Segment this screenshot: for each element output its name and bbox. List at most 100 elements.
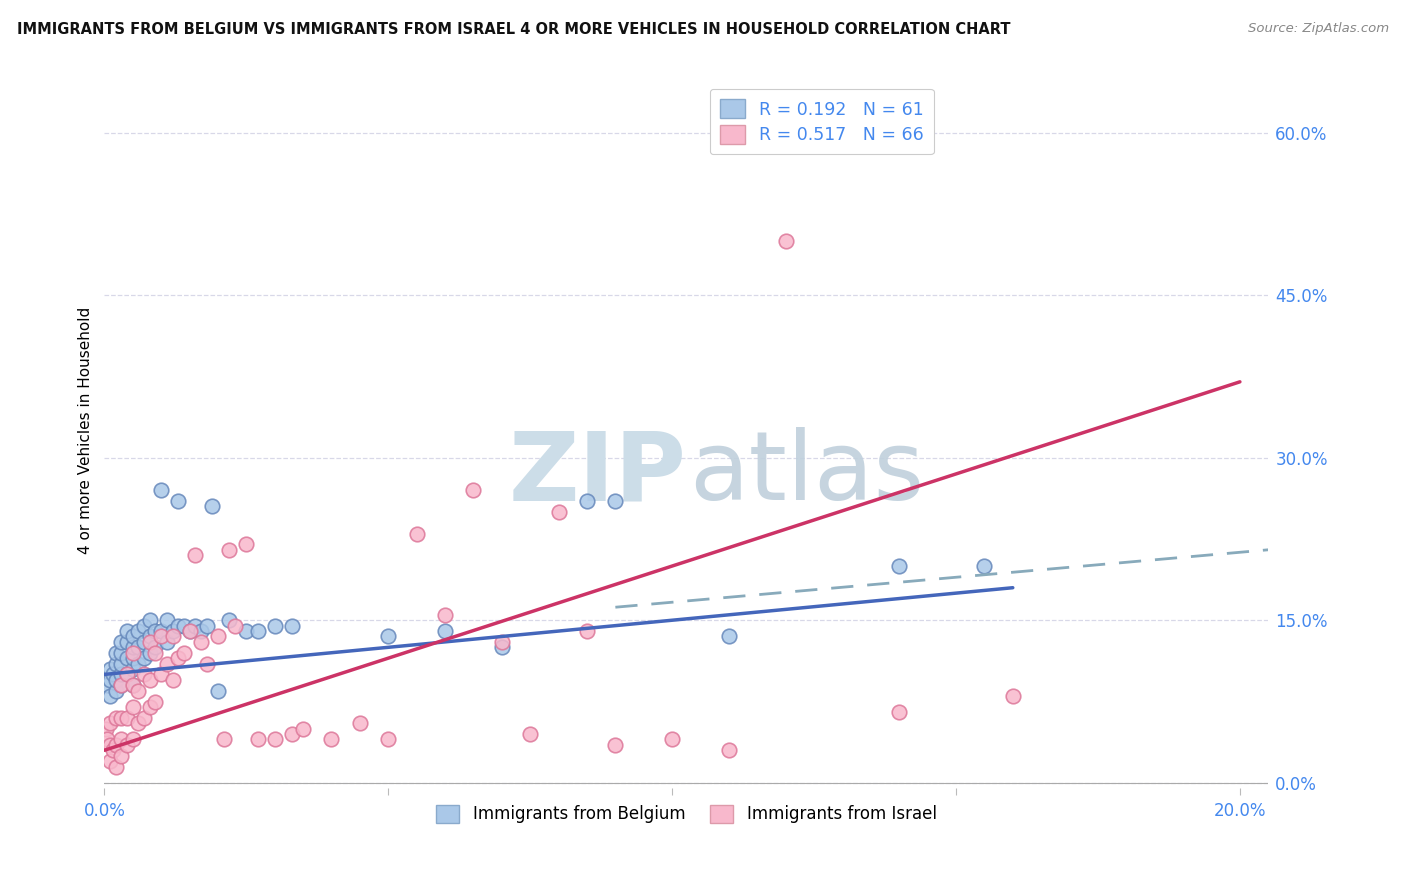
Point xyxy=(139,700,162,714)
Point xyxy=(121,662,143,676)
Point xyxy=(173,618,195,632)
Legend: Immigrants from Belgium, Immigrants from Israel: Immigrants from Belgium, Immigrants from… xyxy=(429,798,943,830)
Point xyxy=(98,716,121,731)
Point xyxy=(201,500,224,514)
Point xyxy=(167,494,190,508)
Point xyxy=(104,711,127,725)
Point xyxy=(134,635,156,649)
Point xyxy=(98,673,121,687)
Point xyxy=(145,646,167,660)
Point xyxy=(717,743,740,757)
Point xyxy=(179,624,201,638)
Point xyxy=(184,618,207,632)
Point xyxy=(218,613,240,627)
Y-axis label: 4 or more Vehicles in Household: 4 or more Vehicles in Household xyxy=(79,307,93,554)
Point xyxy=(162,673,184,687)
Point xyxy=(1001,689,1024,703)
Point xyxy=(96,732,118,747)
Point xyxy=(98,689,121,703)
Point xyxy=(110,732,132,747)
Point xyxy=(110,667,132,681)
Point xyxy=(150,483,173,498)
Point xyxy=(121,732,143,747)
Point xyxy=(167,618,190,632)
Point xyxy=(491,635,513,649)
Point xyxy=(115,635,138,649)
Point xyxy=(121,678,143,692)
Point xyxy=(156,635,179,649)
Point xyxy=(156,613,179,627)
Point xyxy=(98,754,121,768)
Point xyxy=(405,526,427,541)
Point xyxy=(145,640,167,655)
Point xyxy=(491,640,513,655)
Point xyxy=(104,657,127,671)
Point xyxy=(104,683,127,698)
Point xyxy=(134,711,156,725)
Point xyxy=(179,624,201,638)
Point xyxy=(115,667,138,681)
Point xyxy=(605,494,627,508)
Point xyxy=(104,673,127,687)
Point xyxy=(104,738,127,752)
Point xyxy=(156,657,179,671)
Point xyxy=(121,700,143,714)
Point xyxy=(139,646,162,660)
Point xyxy=(605,738,627,752)
Point xyxy=(98,738,121,752)
Point xyxy=(973,559,995,574)
Point xyxy=(121,651,143,665)
Point xyxy=(775,234,797,248)
Point xyxy=(162,630,184,644)
Point xyxy=(127,716,149,731)
Point xyxy=(127,624,149,638)
Point xyxy=(150,667,173,681)
Point xyxy=(207,683,229,698)
Point xyxy=(134,651,156,665)
Point xyxy=(377,630,399,644)
Point xyxy=(207,630,229,644)
Point xyxy=(263,618,285,632)
Point xyxy=(246,732,269,747)
Point xyxy=(235,624,257,638)
Point xyxy=(139,613,162,627)
Point xyxy=(145,624,167,638)
Point xyxy=(349,716,371,731)
Point xyxy=(150,624,173,638)
Point xyxy=(575,624,598,638)
Point xyxy=(110,678,132,692)
Point xyxy=(224,618,246,632)
Point xyxy=(519,727,541,741)
Point xyxy=(661,732,683,747)
Point xyxy=(115,738,138,752)
Point xyxy=(889,559,911,574)
Point xyxy=(121,640,143,655)
Point xyxy=(121,630,143,644)
Point xyxy=(139,635,162,649)
Point xyxy=(235,537,257,551)
Point xyxy=(94,722,117,736)
Point xyxy=(377,732,399,747)
Point xyxy=(184,548,207,562)
Point xyxy=(173,646,195,660)
Point xyxy=(145,694,167,708)
Point xyxy=(121,646,143,660)
Point xyxy=(150,630,173,644)
Text: atlas: atlas xyxy=(689,427,924,520)
Point xyxy=(96,678,118,692)
Point xyxy=(110,657,132,671)
Point xyxy=(139,630,162,644)
Point xyxy=(110,635,132,649)
Point xyxy=(101,743,124,757)
Point xyxy=(463,483,485,498)
Point xyxy=(747,126,769,140)
Point xyxy=(104,646,127,660)
Point xyxy=(575,494,598,508)
Point xyxy=(98,662,121,676)
Text: ZIP: ZIP xyxy=(509,427,686,520)
Point xyxy=(212,732,235,747)
Point xyxy=(127,640,149,655)
Point xyxy=(434,624,457,638)
Point xyxy=(115,667,138,681)
Point xyxy=(195,618,218,632)
